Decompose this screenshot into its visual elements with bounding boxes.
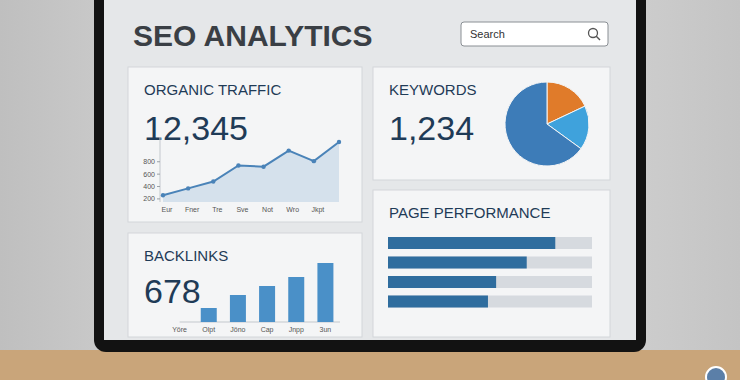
page: {"header": {"title": "SEO ANALYTICS", "s…: [0, 0, 740, 380]
desk: [0, 350, 740, 380]
plot-area: [161, 140, 341, 202]
panel: [373, 67, 610, 180]
corner-badge: [706, 367, 726, 380]
traffic-line: [163, 142, 339, 195]
x-tick-label: Jöno: [230, 326, 245, 333]
canvas: SEO ANALYTICSSearchORGANIC TRAFFIC12,345…: [0, 0, 740, 380]
search-icon: [596, 36, 600, 40]
x-tick-label: Jkpt: [311, 206, 324, 214]
performance-bar: [388, 276, 496, 288]
y-tick: [157, 198, 160, 199]
x-tick-label: Fner: [185, 206, 200, 213]
x-tick-label: Sve: [236, 206, 248, 213]
panel: [128, 67, 362, 222]
search-box[interactable]: [461, 22, 608, 46]
traffic-area: [163, 142, 339, 202]
x-tick-label: Wro: [286, 206, 299, 213]
plot-area: [388, 237, 592, 308]
y-tick-label: 400: [143, 183, 155, 190]
x-tick-label: 3un: [320, 326, 332, 333]
screen: [104, 0, 636, 340]
traffic-point: [337, 140, 341, 144]
search-placeholder: Search: [470, 28, 505, 40]
bar-track: [388, 296, 592, 308]
traffic-point: [186, 186, 190, 190]
y-tick-label: 600: [143, 171, 155, 178]
backlink-bar: [317, 263, 333, 322]
panel-title: PAGE PERFORMANCE: [389, 204, 550, 221]
dashboard-title: SEO ANALYTICS: [133, 19, 373, 52]
panel-title: ORGANIC TRAFFIC: [144, 81, 281, 98]
y-axis-line: [160, 137, 161, 202]
y-tick: [157, 174, 160, 175]
traffic-point: [287, 148, 291, 152]
x-tick-label: Olpt: [202, 326, 215, 334]
traffic-point: [211, 179, 215, 183]
performance-bar: [388, 296, 488, 308]
performance-bar: [388, 237, 555, 249]
bar-track: [388, 257, 592, 269]
kpi-value: 1,234: [389, 109, 474, 147]
performance-bar: [388, 257, 527, 269]
x-tick-label: Cap: [261, 326, 274, 334]
panel-title: KEYWORDS: [389, 81, 477, 98]
pie-slice: [505, 82, 581, 166]
bar-track: [388, 276, 592, 288]
traffic-point: [261, 165, 265, 169]
panel: [373, 190, 610, 337]
traffic-point: [236, 163, 240, 167]
bar-track: [388, 237, 592, 249]
traffic-point: [161, 193, 165, 197]
plot-area: [201, 263, 334, 322]
monitor-bezel: [94, 0, 646, 352]
backlink-bar: [259, 286, 275, 322]
x-tick-label: Jnpp: [289, 326, 304, 334]
x-tick-label: Not: [262, 206, 273, 213]
x-tick-label: Tre: [212, 206, 222, 213]
x-tick-label: Yöre: [172, 326, 187, 333]
y-tick-label: 200: [143, 195, 155, 202]
traffic-point: [312, 159, 316, 163]
y-tick-label: 800: [143, 158, 155, 165]
kpi-value: 678: [144, 272, 201, 310]
panel-title: BACKLINKS: [144, 247, 228, 264]
panel: [128, 233, 362, 337]
backlink-bar: [201, 308, 217, 322]
x-tick-label: Eur: [162, 206, 174, 213]
backlink-bar: [230, 295, 246, 322]
backlink-bar: [288, 277, 304, 322]
y-tick: [157, 186, 160, 187]
y-tick: [157, 161, 160, 162]
